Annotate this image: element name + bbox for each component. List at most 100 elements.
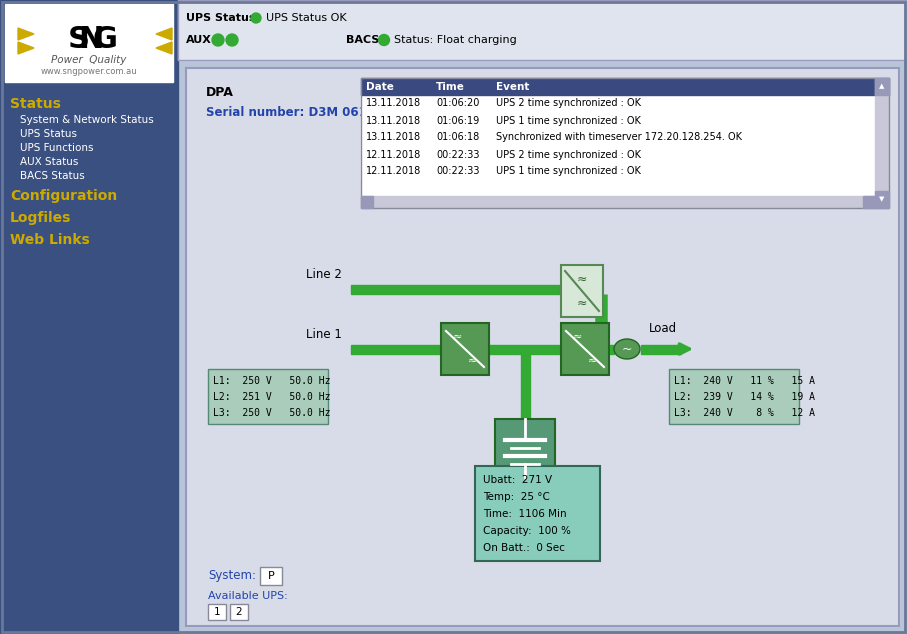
Bar xyxy=(441,323,489,375)
Text: UPS 1 time synchronized : OK: UPS 1 time synchronized : OK xyxy=(496,115,641,126)
Text: Serial number: D3M 06151: Serial number: D3M 06151 xyxy=(206,107,383,119)
Bar xyxy=(351,344,441,354)
Text: 13.11.2018: 13.11.2018 xyxy=(366,133,421,143)
Text: G: G xyxy=(93,25,118,55)
Bar xyxy=(489,344,561,354)
Bar xyxy=(208,604,226,620)
Text: Status: Status xyxy=(10,97,61,111)
Text: Date: Date xyxy=(366,82,394,91)
Bar xyxy=(361,78,889,208)
Text: 12.11.2018: 12.11.2018 xyxy=(366,150,421,160)
Bar xyxy=(669,369,799,424)
Text: 12.11.2018: 12.11.2018 xyxy=(366,167,421,176)
Polygon shape xyxy=(156,28,172,40)
Text: Available UPS:: Available UPS: xyxy=(208,591,288,601)
Text: 01:06:20: 01:06:20 xyxy=(436,98,480,108)
Text: L2:  239 V   14 %   19 A: L2: 239 V 14 % 19 A xyxy=(674,392,815,402)
Bar xyxy=(361,163,889,180)
Bar xyxy=(208,369,328,424)
Text: L3:  250 V   50.0 Hz: L3: 250 V 50.0 Hz xyxy=(213,408,330,418)
Bar xyxy=(561,323,609,375)
Text: Status: Float charging: Status: Float charging xyxy=(394,35,517,45)
Text: AUX:: AUX: xyxy=(186,35,217,45)
Bar xyxy=(361,196,373,208)
Bar xyxy=(641,344,681,354)
Text: AUX Status: AUX Status xyxy=(20,157,78,167)
Bar xyxy=(361,146,889,163)
Text: Line 1: Line 1 xyxy=(306,328,342,342)
Text: L1:  250 V   50.0 Hz: L1: 250 V 50.0 Hz xyxy=(213,376,330,386)
Text: UPS Functions: UPS Functions xyxy=(20,143,93,153)
Text: Load: Load xyxy=(649,323,678,335)
Bar xyxy=(5,4,173,82)
Ellipse shape xyxy=(614,339,640,359)
Text: Web Links: Web Links xyxy=(10,233,90,247)
Text: UPS Status OK: UPS Status OK xyxy=(266,13,346,23)
Text: 2: 2 xyxy=(236,607,242,617)
Bar xyxy=(361,129,889,146)
Text: L2:  251 V   50.0 Hz: L2: 251 V 50.0 Hz xyxy=(213,392,330,402)
Bar xyxy=(361,78,889,95)
Text: Time: Time xyxy=(436,82,465,91)
Text: UPS Status: UPS Status xyxy=(20,129,77,139)
Text: Logfiles: Logfiles xyxy=(10,211,72,225)
Bar xyxy=(561,265,603,317)
Text: Event: Event xyxy=(496,82,530,91)
Text: ≈: ≈ xyxy=(454,332,463,342)
Bar xyxy=(178,0,907,60)
Text: ~: ~ xyxy=(622,342,632,356)
Bar xyxy=(521,354,530,418)
Text: Time:  1106 Min: Time: 1106 Min xyxy=(483,509,567,519)
Text: 00:22:33: 00:22:33 xyxy=(436,167,480,176)
Text: 01:06:18: 01:06:18 xyxy=(436,133,479,143)
Text: 13.11.2018: 13.11.2018 xyxy=(366,98,421,108)
Text: Configuration: Configuration xyxy=(10,189,117,203)
Bar xyxy=(863,196,875,208)
Text: 13.11.2018: 13.11.2018 xyxy=(366,115,421,126)
Bar xyxy=(361,95,889,112)
Text: ≈: ≈ xyxy=(573,332,582,342)
Text: Temp:  25 °C: Temp: 25 °C xyxy=(483,492,550,502)
Text: ≈: ≈ xyxy=(467,356,477,366)
Text: BACS:: BACS: xyxy=(346,35,384,45)
Text: P: P xyxy=(268,571,275,581)
Text: ▼: ▼ xyxy=(879,197,884,202)
Text: Synchronized with timeserver 172.20.128.254. OK: Synchronized with timeserver 172.20.128.… xyxy=(496,133,742,143)
Circle shape xyxy=(378,34,389,46)
Text: Ubatt:  271 V: Ubatt: 271 V xyxy=(483,475,552,485)
Bar xyxy=(875,78,889,95)
Bar xyxy=(186,68,899,626)
Polygon shape xyxy=(18,42,34,54)
Bar xyxy=(609,344,614,354)
Text: System & Network Status: System & Network Status xyxy=(20,115,154,125)
Text: ≈: ≈ xyxy=(577,273,587,285)
Text: UPS 2 time synchronized : OK: UPS 2 time synchronized : OK xyxy=(496,150,641,160)
Text: On Batt.:  0 Sec: On Batt.: 0 Sec xyxy=(483,543,565,553)
Bar xyxy=(0,0,178,634)
Text: ▲: ▲ xyxy=(879,84,884,89)
Circle shape xyxy=(251,13,261,23)
Bar xyxy=(361,78,889,208)
Bar xyxy=(875,191,889,208)
Bar xyxy=(475,466,600,561)
Polygon shape xyxy=(18,28,34,40)
Bar xyxy=(178,0,907,60)
Bar xyxy=(361,112,889,129)
Bar xyxy=(495,418,555,477)
Text: UPS Status:: UPS Status: xyxy=(186,13,260,23)
Text: Capacity:  100 %: Capacity: 100 % xyxy=(483,526,571,536)
Text: Line 2: Line 2 xyxy=(306,269,342,281)
Bar xyxy=(361,196,875,208)
Text: N: N xyxy=(78,25,103,55)
Bar xyxy=(351,285,561,294)
Text: ≈: ≈ xyxy=(577,297,587,309)
Text: DPA: DPA xyxy=(206,86,234,100)
Circle shape xyxy=(212,34,224,46)
Text: UPS 1 time synchronized : OK: UPS 1 time synchronized : OK xyxy=(496,167,641,176)
Polygon shape xyxy=(156,42,172,54)
Bar xyxy=(260,567,282,585)
Text: S: S xyxy=(68,25,90,55)
Text: www.sngpower.com.au: www.sngpower.com.au xyxy=(41,67,137,77)
Bar xyxy=(186,68,899,626)
Bar xyxy=(230,604,248,620)
